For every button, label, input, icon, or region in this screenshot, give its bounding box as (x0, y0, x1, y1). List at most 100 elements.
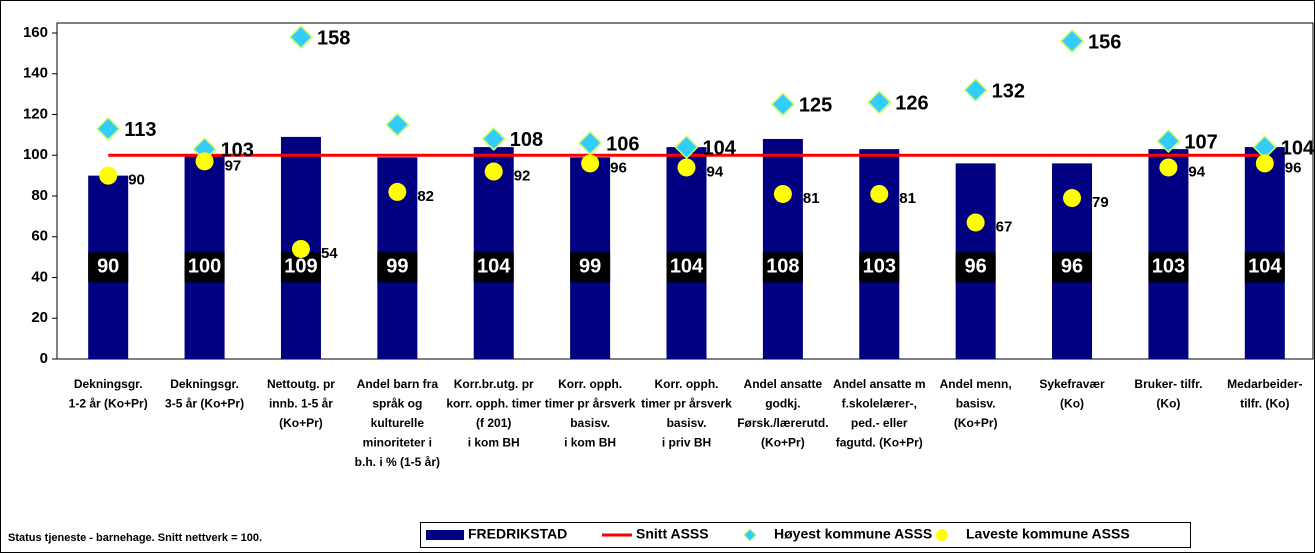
high-label: 158 (317, 27, 350, 49)
bar-label: 96 (1061, 256, 1083, 278)
x-tick-line: basisv. (667, 416, 707, 430)
high-label: 126 (895, 93, 928, 115)
x-tick-line: timer pr årsverk (641, 397, 732, 411)
diamond-marker (288, 25, 314, 50)
diamond-marker (578, 130, 603, 156)
x-tick-line: Sykefravær (1039, 377, 1105, 391)
x-tick-label: Korr. opph. timer pr årsverk basisv. i kom … (545, 377, 636, 450)
x-tick-line: timer pr årsverk (545, 397, 636, 411)
x-tick-line: (f 201) (476, 416, 511, 430)
x-tick-line: i priv BH (662, 436, 711, 450)
circle-marker (388, 182, 407, 201)
diamond-marker (867, 90, 892, 115)
high-label: 106 (606, 133, 639, 155)
high-label: 108 (510, 129, 543, 151)
x-tick-label: Sykefravær (Ko) (1039, 377, 1105, 411)
x-tick-line: kulturelle (371, 416, 425, 430)
low-label: 67 (996, 218, 1013, 235)
x-tick-line: 1-2 år (Ko+Pr) (69, 397, 148, 411)
x-tick-line: Dekningsgr. (74, 377, 143, 391)
diamond-marker (963, 77, 988, 103)
x-tick-line: Andel ansatte m (833, 377, 926, 391)
low-label: 94 (707, 163, 724, 180)
circle-marker (99, 166, 118, 185)
high-label: 104 (1281, 137, 1315, 159)
low-label: 81 (899, 190, 916, 207)
high-label: 107 (1184, 131, 1217, 153)
legend-box (420, 522, 1191, 548)
x-tick-line: språk og (372, 397, 422, 411)
x-tick-line: 3-5 år (Ko+Pr) (165, 397, 244, 411)
x-tick-line: Andel ansatte (744, 377, 823, 391)
bar-label-bg (762, 252, 803, 283)
bar (762, 138, 803, 359)
x-tick-line: Bruker- tilfr. (1134, 377, 1202, 391)
low-label: 90 (128, 172, 145, 189)
diamond-marker (96, 116, 121, 141)
y-tick-label: 160 (23, 24, 48, 41)
high-label: 103 (221, 139, 254, 161)
low-label: 82 (417, 188, 434, 205)
bar-label: 104 (670, 256, 704, 278)
diamond-marker (1059, 29, 1085, 54)
bar-label-bg (859, 252, 900, 283)
y-tick-label: 120 (23, 105, 48, 122)
bar-label: 90 (97, 256, 119, 278)
diamond-marker (385, 112, 410, 137)
bar-label: 104 (1248, 256, 1282, 278)
circle-marker (195, 152, 214, 171)
x-tick-line: tilfr. (Ko) (1240, 397, 1289, 411)
legend-label: FREDRIKSTAD (468, 526, 567, 542)
bar-label: 99 (386, 256, 408, 278)
x-tick-line: (Ko+Pr) (761, 436, 805, 450)
x-tick-label: Dekningsgr. 1-2 år (Ko+Pr) (69, 377, 148, 411)
x-tick-label: Korr. opph. timer pr årsverk basisv. i priv… (641, 377, 732, 450)
bar-label-bg (377, 252, 418, 283)
bar-label-bg (88, 252, 129, 283)
x-tick-line: basisv. (570, 416, 610, 430)
diamond-marker (770, 92, 795, 117)
x-tick-line: f.skolelærer-, (842, 397, 917, 411)
bar-label: 99 (579, 256, 601, 278)
x-tick-line: innb. 1-5 år (269, 397, 333, 411)
legend-swatch (936, 529, 948, 541)
diamond-marker (674, 135, 699, 160)
bar-label: 103 (863, 256, 896, 278)
x-tick-line: (Ko) (1060, 397, 1084, 411)
x-tick-line: (Ko+Pr) (954, 416, 998, 430)
circle-marker (1159, 158, 1178, 177)
y-tick-label: 0 (40, 350, 48, 367)
x-tick-line: i kom BH (468, 436, 520, 450)
bar-label: 100 (188, 256, 221, 278)
circle-marker (291, 239, 310, 258)
x-tick-line: Medarbeider- (1227, 377, 1302, 391)
legend-label: Snitt ASSS (636, 526, 709, 542)
x-tick-label: Nettoutg. pr innb. 1-5 år (Ko+Pr) (267, 377, 335, 430)
y-tick-label: 60 (31, 228, 48, 245)
y-tick-label: 40 (31, 268, 48, 285)
low-label: 81 (803, 190, 820, 207)
circle-marker (773, 184, 792, 203)
x-tick-line: godkj. (765, 397, 800, 411)
y-tick-label: 140 (23, 65, 48, 82)
legend-swatch (743, 528, 757, 542)
high-label: 132 (992, 80, 1025, 102)
bar-label-bg (666, 252, 707, 283)
x-tick-label: Medarbeider-tilfr. (Ko) (1227, 377, 1302, 411)
circle-marker (1255, 154, 1274, 173)
y-tick-label: 100 (23, 146, 48, 163)
bar-label-bg (1148, 252, 1189, 283)
x-tick-line: Korr. opph. (558, 377, 622, 391)
low-label: 54 (321, 245, 338, 262)
bar-label-bg (955, 252, 996, 283)
legend-label: Høyest kommune ASSS (774, 526, 932, 542)
x-tick-label: Andel barn fra språk og kulturelle minorite… (355, 377, 440, 469)
high-label: 125 (799, 95, 832, 117)
diamond-marker (481, 126, 506, 152)
legend-swatch (426, 530, 464, 540)
x-tick-label: Dekningsgr. 3-5 år (Ko+Pr) (165, 377, 244, 411)
x-tick-line: Andel barn fra (357, 377, 439, 391)
bar-label-bg (570, 252, 611, 283)
circle-marker (966, 213, 985, 232)
